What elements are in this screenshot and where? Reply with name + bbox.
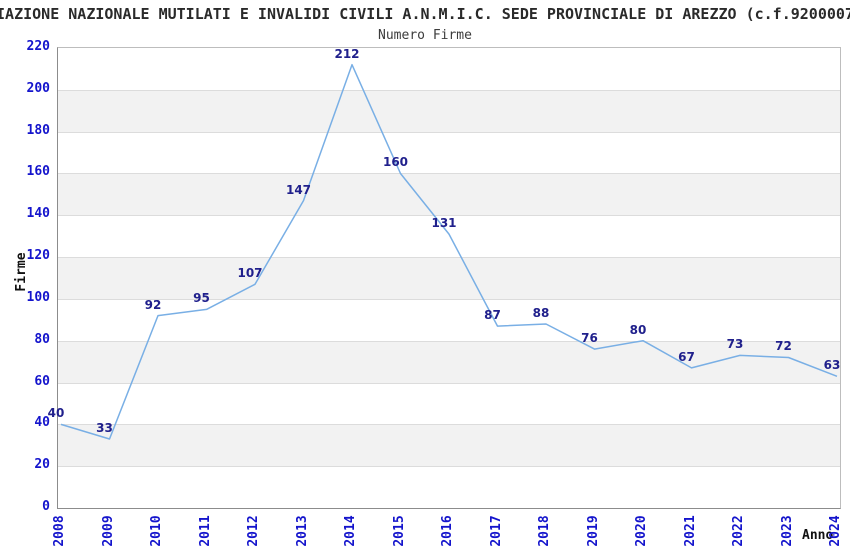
background-band	[58, 215, 840, 258]
point-value-label: 80	[629, 322, 647, 337]
point-value-label: 107	[237, 266, 263, 281]
background-band	[58, 466, 840, 508]
background-band	[58, 382, 840, 425]
y-tick-label: 180	[26, 122, 50, 138]
point-value-label: 87	[484, 308, 501, 323]
gridline	[58, 466, 840, 467]
gridline	[58, 90, 840, 91]
y-tick-label: 160	[26, 164, 50, 180]
gridline	[58, 173, 840, 174]
y-tick-label: 100	[26, 289, 50, 305]
gridline	[58, 257, 840, 258]
gridline	[58, 215, 840, 216]
y-tick-label: 0	[42, 499, 50, 514]
point-value-label: 67	[678, 349, 695, 364]
x-tick-label: 2008	[52, 515, 67, 547]
x-tick-label: 2016	[440, 515, 455, 547]
x-tick-label: 2018	[537, 515, 552, 547]
point-value-label: 63	[823, 358, 841, 373]
background-band	[58, 340, 840, 383]
x-tick-label: 2019	[585, 515, 601, 547]
x-axis-title: Anno	[802, 528, 834, 543]
background-band	[58, 48, 840, 90]
y-tick-label: 40	[34, 415, 50, 431]
x-tick-label: 2021	[682, 515, 698, 547]
x-tick-label: 2013	[294, 515, 310, 547]
y-tick-label: 80	[34, 331, 50, 347]
line-series	[60, 63, 838, 440]
gridline	[58, 383, 840, 384]
point-value-label: 147	[285, 182, 312, 197]
plot-area	[57, 47, 841, 509]
y-tick-label: 220	[26, 39, 50, 54]
x-tick-label: 2020	[634, 515, 649, 547]
y-tick-label: 20	[34, 457, 50, 473]
x-tick-label: 2022	[731, 515, 746, 547]
chart-title: IAZIONE NAZIONALE MUTILATI E INVALIDI CI…	[0, 5, 850, 23]
x-tick-label: 2010	[149, 515, 164, 547]
x-tick-label: 2009	[100, 515, 116, 547]
gridline	[58, 341, 840, 342]
x-tick-label: 2017	[488, 515, 504, 547]
point-value-label: 88	[532, 306, 550, 320]
background-band	[58, 89, 840, 132]
point-value-label: 73	[726, 337, 744, 352]
background-band	[58, 257, 840, 299]
gridline	[58, 424, 840, 425]
point-value-label: 33	[96, 421, 113, 435]
point-value-label: 131	[431, 216, 457, 231]
y-tick-label: 200	[26, 80, 50, 96]
x-tick-label: 2011	[197, 515, 213, 547]
gridline	[58, 132, 840, 133]
x-tick-label: 2012	[246, 515, 261, 547]
background-band	[58, 424, 840, 467]
gridline	[58, 299, 840, 300]
point-value-label: 160	[382, 155, 409, 170]
x-tick-label: 2023	[779, 515, 795, 547]
y-tick-label: 60	[34, 373, 50, 389]
point-value-label: 212	[334, 46, 360, 61]
x-tick-label: 2024	[828, 515, 843, 547]
x-tick-label: 2015	[391, 515, 407, 547]
point-value-label: 72	[775, 339, 792, 354]
y-tick-label: 140	[26, 206, 50, 222]
point-value-label: 76	[581, 331, 598, 346]
y-tick-label: 120	[26, 248, 50, 264]
point-value-label: 95	[193, 291, 210, 306]
background-band	[58, 131, 840, 174]
chart-subtitle: Numero Firme	[378, 28, 472, 43]
point-value-label: 92	[144, 297, 162, 312]
background-band	[58, 298, 840, 341]
series-polyline	[60, 63, 838, 440]
point-value-label: 40	[47, 406, 65, 421]
x-tick-label: 2014	[343, 515, 358, 547]
background-band	[58, 173, 840, 216]
